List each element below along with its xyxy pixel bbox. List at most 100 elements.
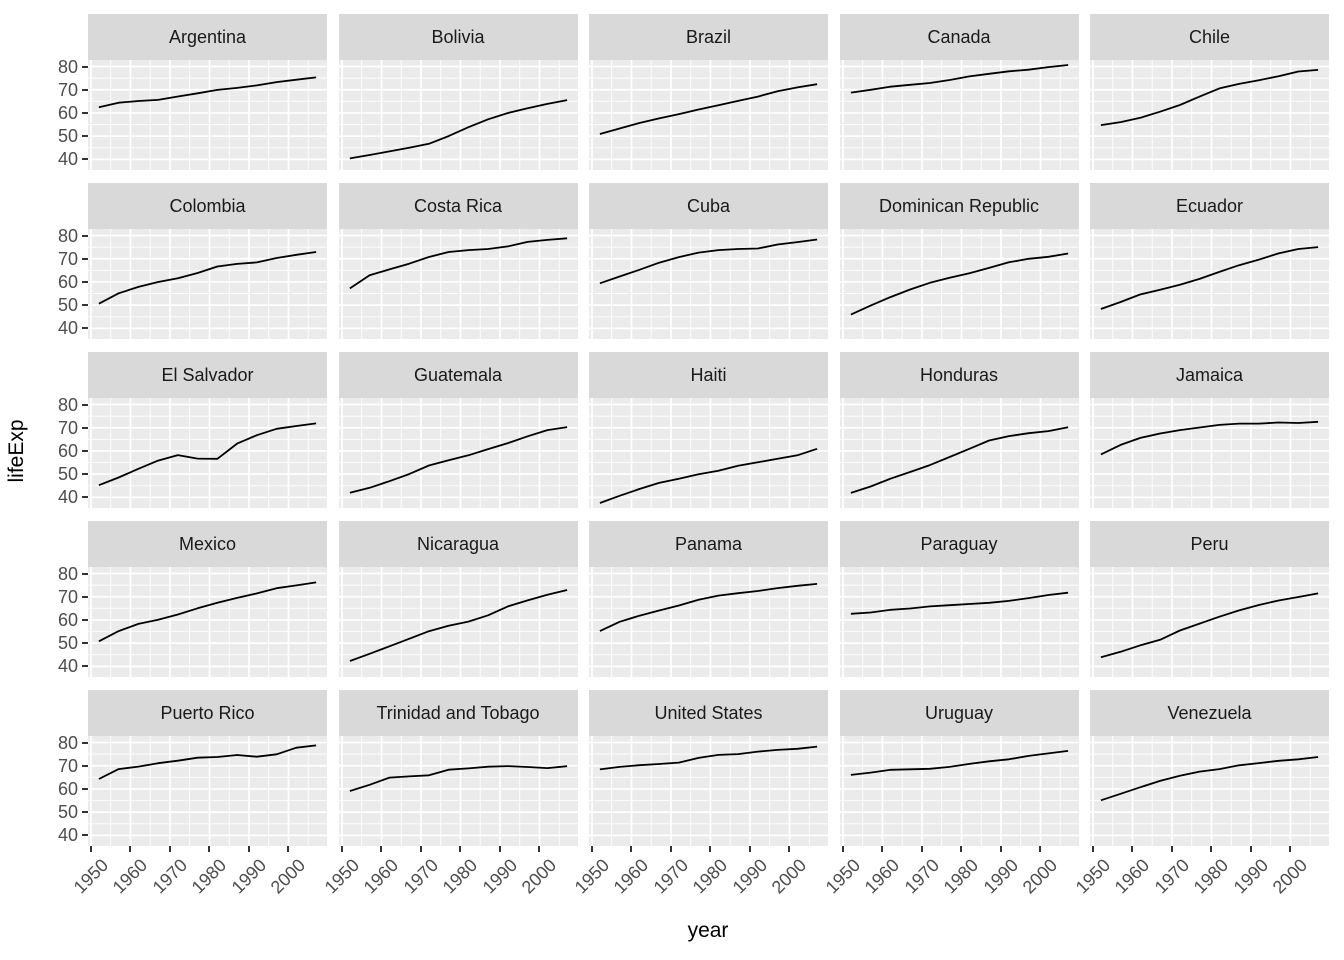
facet-panel	[589, 60, 828, 170]
x-tick-mark	[419, 846, 422, 852]
facet-strip: Argentina	[88, 14, 327, 60]
facet-strip-label: Bolivia	[431, 26, 485, 47]
x-tick-label: 1960	[1110, 855, 1154, 898]
x-tick-label: 1980	[187, 855, 231, 898]
panel-background	[88, 398, 327, 508]
x-tick-mark	[630, 846, 632, 852]
life-expectancy-line	[850, 591, 1068, 615]
life-expectancy-line	[1100, 756, 1319, 802]
facet-panel	[1090, 398, 1329, 508]
x-tick-mark	[749, 846, 751, 852]
x-tick-mark	[999, 846, 1002, 852]
x-tick-mark	[788, 846, 790, 852]
facet-honduras: Honduras	[839, 352, 1079, 508]
facet-bolivia: Bolivia	[338, 14, 578, 170]
facet-strip-label: El Salvador	[161, 364, 254, 385]
x-tick-label: 1970	[1150, 855, 1194, 898]
facet-strip: United States	[589, 690, 828, 736]
x-tick-label: 1970	[900, 855, 943, 898]
y-tick-label: 40	[57, 825, 78, 845]
facet-strip-label: Dominican Republic	[878, 195, 1040, 216]
facet-panel	[1090, 60, 1329, 170]
y-tick-mark	[82, 112, 88, 114]
facet-jamaica: Jamaica	[1090, 352, 1329, 508]
x-axis-title: year	[687, 919, 729, 942]
life-expectancy-line	[599, 83, 818, 135]
x-tick-label: 2000	[767, 855, 811, 898]
x-tick-label: 1990	[227, 855, 271, 898]
panel-background	[338, 229, 578, 339]
facet-panel	[839, 567, 1079, 677]
x-tick-mark	[169, 846, 171, 852]
panel-background	[839, 567, 1079, 677]
y-tick-label: 50	[57, 464, 78, 484]
life-expectancy-line	[1100, 69, 1319, 126]
x-tick-mark	[709, 846, 711, 852]
facet-strip-label: Colombia	[169, 195, 246, 216]
y-tick-label: 60	[57, 610, 78, 630]
facet-panel	[338, 736, 578, 846]
y-tick-mark	[82, 642, 88, 644]
x-tick-mark	[841, 846, 844, 852]
x-tick-label: 1980	[939, 855, 982, 898]
y-tick-mark	[82, 834, 88, 836]
y-tick-mark	[82, 427, 88, 429]
x-tick-label: 1980	[1189, 855, 1233, 898]
facet-panel	[839, 60, 1079, 170]
facet-panel	[1090, 567, 1329, 677]
x-tick-mark	[1289, 846, 1291, 852]
panel-background	[88, 229, 327, 339]
facet-panel	[338, 229, 578, 339]
x-tick-label: 1950	[1071, 855, 1115, 898]
facet-trinidad-and-tobago: Trinidad and Tobago 1950 1960 1970 1980 1990 2…	[320, 690, 578, 897]
facet-strip-label: Trinidad and Tobago	[376, 702, 540, 723]
y-tick-label: 40	[57, 318, 78, 338]
facet-strip-label: Argentina	[168, 26, 247, 47]
facet-strip-label: Uruguay	[924, 702, 994, 723]
x-tick-label: 1970	[649, 855, 693, 898]
x-tick-mark	[1171, 846, 1173, 852]
x-tick-mark	[1092, 846, 1094, 852]
x-tick-mark	[670, 846, 672, 852]
life-expectancy-line	[599, 583, 818, 632]
facet-strip-label: Venezuela	[1167, 702, 1252, 723]
facet-strip-label: Haiti	[690, 364, 727, 385]
facet-panel	[88, 567, 327, 677]
facet-panel	[839, 736, 1079, 846]
y-tick-mark	[82, 619, 88, 621]
x-tick-mark	[379, 846, 382, 852]
facet-strip: Ecuador	[1090, 183, 1329, 229]
x-tick-label: 1960	[609, 855, 653, 898]
y-tick-mark	[82, 135, 88, 137]
facet-strip: Peru	[1090, 521, 1329, 567]
facet-strip: Chile	[1090, 14, 1329, 60]
life-expectancy-line	[850, 252, 1068, 316]
life-expectancy-line	[98, 251, 317, 305]
x-tick-label: 1950	[69, 855, 113, 898]
facet-strip: Brazil	[589, 14, 828, 60]
facet-strip-label: Jamaica	[1175, 364, 1244, 385]
y-tick-label: 80	[57, 395, 78, 415]
facet-strip: Bolivia	[338, 14, 578, 60]
panel-background	[1090, 60, 1329, 170]
y-tick-label: 60	[57, 272, 78, 292]
facet-venezuela: Venezuela 1950 1960 1970 1980 1990 2000	[1072, 690, 1329, 897]
facet-panel	[839, 398, 1079, 508]
facet-united-states: United States 1950 1960 1970 1980 1990 2000	[571, 690, 828, 897]
facet-strip: Panama	[589, 521, 828, 567]
facet-strip-label: Mexico	[178, 533, 236, 554]
y-tick-mark	[82, 281, 88, 283]
y-tick-label: 50	[57, 295, 78, 315]
x-tick-mark	[537, 846, 540, 852]
facet-strip-label: Paraguay	[920, 533, 998, 554]
facet-strip-label: Brazil	[685, 26, 731, 47]
x-tick-mark	[591, 846, 593, 852]
x-tick-label: 1990	[478, 855, 521, 898]
y-tick-mark	[82, 742, 88, 744]
y-tick-label: 80	[57, 226, 78, 246]
facet-panel	[839, 229, 1079, 339]
panel-background	[338, 736, 578, 846]
panel-background	[1090, 736, 1329, 846]
facet-brazil: Brazil	[589, 14, 828, 170]
facet-strip: Cuba	[589, 183, 828, 229]
